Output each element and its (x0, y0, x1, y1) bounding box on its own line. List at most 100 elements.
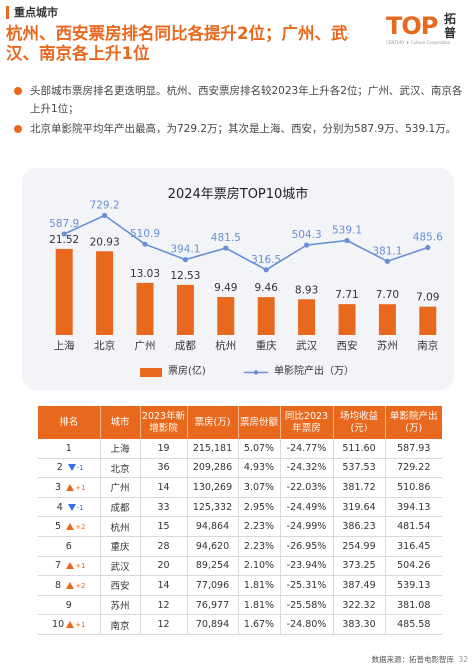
per-cinema-value-label: 485.6 (413, 232, 443, 244)
table-row: 3 +1 广州 14 130,269 3.07% -22.03% 381.72 510.86 (38, 477, 442, 498)
rank-cell: 1 (38, 439, 101, 459)
rank-number: 6 (65, 540, 72, 552)
rank-number: 3 (55, 481, 62, 493)
page-headline: 杭州、西安票房排名同比各提升2位；广州、武汉、南京各上升1位 (6, 24, 348, 63)
bar-value-label: 13.03 (130, 268, 160, 280)
rank-number: 8 (55, 579, 62, 591)
rank-cell: 10 +1 (38, 614, 101, 635)
per-cinema-point (344, 237, 350, 244)
legend-line-swatch (244, 370, 268, 375)
cell-share: 2.95% (238, 497, 281, 518)
logo-name: 拓普 (444, 12, 457, 40)
per-cinema-value-label: 394.1 (170, 244, 200, 256)
category-label: 上海 (54, 339, 75, 352)
cell-box: 70,894 (187, 614, 239, 635)
rank-cell: 3 +1 (38, 477, 101, 498)
finding-text: 头部城市票房排名更迭明显。杭州、西安票房排名较2023年上升各2位；广州、武汉、… (30, 85, 463, 115)
cell-avg: 319.64 (333, 497, 386, 518)
cell-share: 2.23% (238, 536, 281, 557)
logo-tagline: CENTURY ♦ Culture Corporation (386, 40, 451, 45)
category-label: 北京 (94, 339, 115, 352)
rank-up-arrow-icon (66, 523, 75, 531)
bar-value-label: 7.70 (376, 289, 399, 301)
cell-per: 485.58 (385, 614, 442, 635)
cell-yoy: -23.94% (280, 556, 334, 577)
cell-yoy: -25.31% (280, 575, 334, 596)
rank-cell: 9 (38, 595, 101, 616)
table-row: 2 -1 北京 36 209,286 4.93% -24.32% 537.53 729.22 (38, 458, 442, 479)
cell-avg: 511.60 (333, 439, 386, 459)
cell-share: 1.81% (238, 595, 281, 616)
per-cinema-line (63, 214, 429, 271)
cell-city: 南京 (100, 614, 141, 635)
cell-avg: 387.49 (333, 575, 386, 596)
bar-box-office (176, 284, 194, 335)
table-header-cell: 场均收益(元) (333, 406, 386, 439)
bar-box-office (96, 251, 114, 335)
category-label: 杭州 (215, 339, 236, 352)
cell-share: 4.93% (238, 458, 281, 479)
cell-new: 28 (140, 536, 188, 557)
rank-change: +1 (75, 483, 86, 492)
top10-chart: 2024年票房TOP10城市 21.52 上海 20.93 北京 13.03 广州 12.53… (49, 186, 443, 352)
table-header-cell: 票房份额 (238, 406, 281, 439)
bar-box-office (378, 304, 396, 335)
cell-per: 729.22 (385, 458, 442, 479)
rank-cell: 7 +1 (38, 556, 101, 577)
cell-box: 125,332 (187, 497, 239, 518)
cell-yoy: -25.58% (280, 595, 334, 616)
cell-yoy: -22.03% (280, 477, 334, 498)
table-header-cell: 城市 (100, 406, 141, 439)
bar-value-label: 8.93 (295, 284, 318, 296)
cell-new: 36 (140, 458, 188, 479)
bullet-dot-icon (14, 87, 22, 95)
per-cinema-value-label: 316.5 (251, 254, 281, 266)
rank-change: -1 (76, 503, 84, 512)
bar-value-label: 9.49 (214, 282, 237, 294)
cell-per: 539.13 (385, 575, 442, 596)
per-cinema-point (384, 258, 390, 264)
rank-change: -1 (76, 464, 84, 473)
category-label: 南京 (417, 339, 438, 352)
category-label: 重庆 (256, 339, 277, 352)
finding-item: 北京单影院平均年产出最高，为729.2万；其次是上海、西安，分别为587.9万、… (14, 120, 470, 138)
rank-up-arrow-icon (66, 621, 75, 629)
per-cinema-value-label: 539.1 (332, 224, 362, 236)
footer: 数据来源：拓普电影智库 32 (372, 654, 468, 665)
cell-yoy: -24.49% (280, 497, 334, 518)
table-header-cell: 2023年新增影院 (140, 406, 188, 439)
cell-per: 587.93 (385, 439, 442, 459)
per-cinema-value-label: 587.9 (49, 218, 79, 230)
cell-share: 3.07% (238, 477, 281, 498)
cell-new: 12 (140, 614, 188, 635)
category-label: 成都 (175, 340, 196, 352)
cell-box: 76,977 (187, 595, 239, 616)
rank-number: 9 (65, 599, 72, 611)
table-row: 7 +1 武汉 20 89,254 2.10% -23.94% 373.25 504.26 (38, 556, 442, 577)
table-row: 9 苏州 12 76,977 1.81% -25.58% 322.32 381.08 (38, 595, 442, 616)
cell-new: 33 (140, 497, 188, 518)
logo-mark: TOP (386, 12, 438, 40)
category-label: 西安 (337, 339, 358, 352)
rank-up-arrow-icon (66, 562, 75, 570)
rank-cell: 2 -1 (38, 458, 101, 479)
rank-number: 10 (52, 619, 65, 631)
cell-city: 武汉 (100, 556, 141, 577)
bar-value-label: 9.46 (255, 282, 279, 294)
cell-avg: 322.32 (333, 595, 386, 616)
rank-cell: 5 +2 (38, 516, 101, 537)
top10-table-wrap: 排名 城市 2023年新增影院 票房(万) 票房份额 同比2023年票房 场均收益(元) 单影… (38, 406, 442, 635)
cell-yoy: -24.77% (280, 439, 334, 459)
table-row: 6 重庆 28 94,620 2.23% -26.95% 254.99 316.45 (38, 536, 442, 557)
per-cinema-point (61, 231, 67, 237)
cell-yoy: -26.95% (280, 536, 334, 557)
table-header-row: 排名 城市 2023年新增影院 票房(万) 票房份额 同比2023年票房 场均收益(元) 单影… (38, 406, 442, 439)
table-row: 4 -1 成都 33 125,332 2.95% -24.49% 319.64 394.13 (38, 497, 442, 518)
bar-box-office (55, 248, 73, 335)
cell-box: 77,096 (187, 575, 239, 596)
cell-share: 1.81% (238, 575, 281, 596)
rank-change: +2 (75, 523, 86, 532)
bar-box-office (217, 297, 235, 335)
chart-title: 2024年票房TOP10城市 (168, 186, 309, 202)
legend-bar-swatch (140, 368, 162, 377)
